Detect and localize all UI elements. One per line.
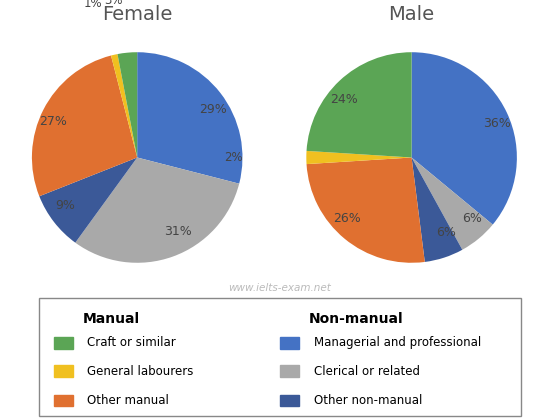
Bar [54, 395, 73, 407]
Text: Clerical or related: Clerical or related [314, 365, 419, 378]
Wedge shape [306, 52, 412, 158]
Text: General labourers: General labourers [87, 365, 194, 378]
Wedge shape [32, 55, 137, 196]
Bar [54, 337, 73, 349]
Bar [54, 365, 73, 377]
Text: 3%: 3% [104, 0, 122, 7]
Text: 9%: 9% [55, 200, 75, 213]
Text: www.ielts-exam.net: www.ielts-exam.net [228, 283, 332, 293]
Text: Manual: Manual [82, 312, 139, 326]
Wedge shape [412, 158, 493, 250]
Text: 26%: 26% [334, 212, 361, 225]
Text: 2%: 2% [225, 151, 243, 164]
Title: Female: Female [102, 5, 172, 24]
Text: 27%: 27% [39, 115, 67, 128]
Text: Other non-manual: Other non-manual [314, 394, 422, 407]
Wedge shape [412, 158, 463, 262]
Wedge shape [39, 158, 137, 243]
Wedge shape [75, 158, 239, 263]
Wedge shape [306, 158, 425, 263]
Wedge shape [111, 54, 137, 158]
Wedge shape [306, 151, 412, 164]
Wedge shape [137, 52, 242, 184]
FancyBboxPatch shape [39, 298, 521, 416]
Text: 31%: 31% [164, 225, 192, 238]
Bar [280, 365, 299, 377]
Text: 6%: 6% [436, 226, 456, 239]
Text: Other manual: Other manual [87, 394, 169, 407]
Text: 36%: 36% [483, 117, 511, 130]
Title: Male: Male [389, 5, 435, 24]
Bar [280, 395, 299, 407]
Text: 24%: 24% [330, 93, 357, 106]
Text: 1%: 1% [84, 0, 102, 10]
Text: Managerial and professional: Managerial and professional [314, 336, 481, 349]
Text: Craft or similar: Craft or similar [87, 336, 176, 349]
Wedge shape [118, 52, 137, 158]
Text: Non-manual: Non-manual [309, 312, 404, 326]
Text: 6%: 6% [462, 212, 482, 225]
Text: 29%: 29% [199, 102, 227, 116]
Bar [280, 337, 299, 349]
Wedge shape [412, 52, 517, 225]
